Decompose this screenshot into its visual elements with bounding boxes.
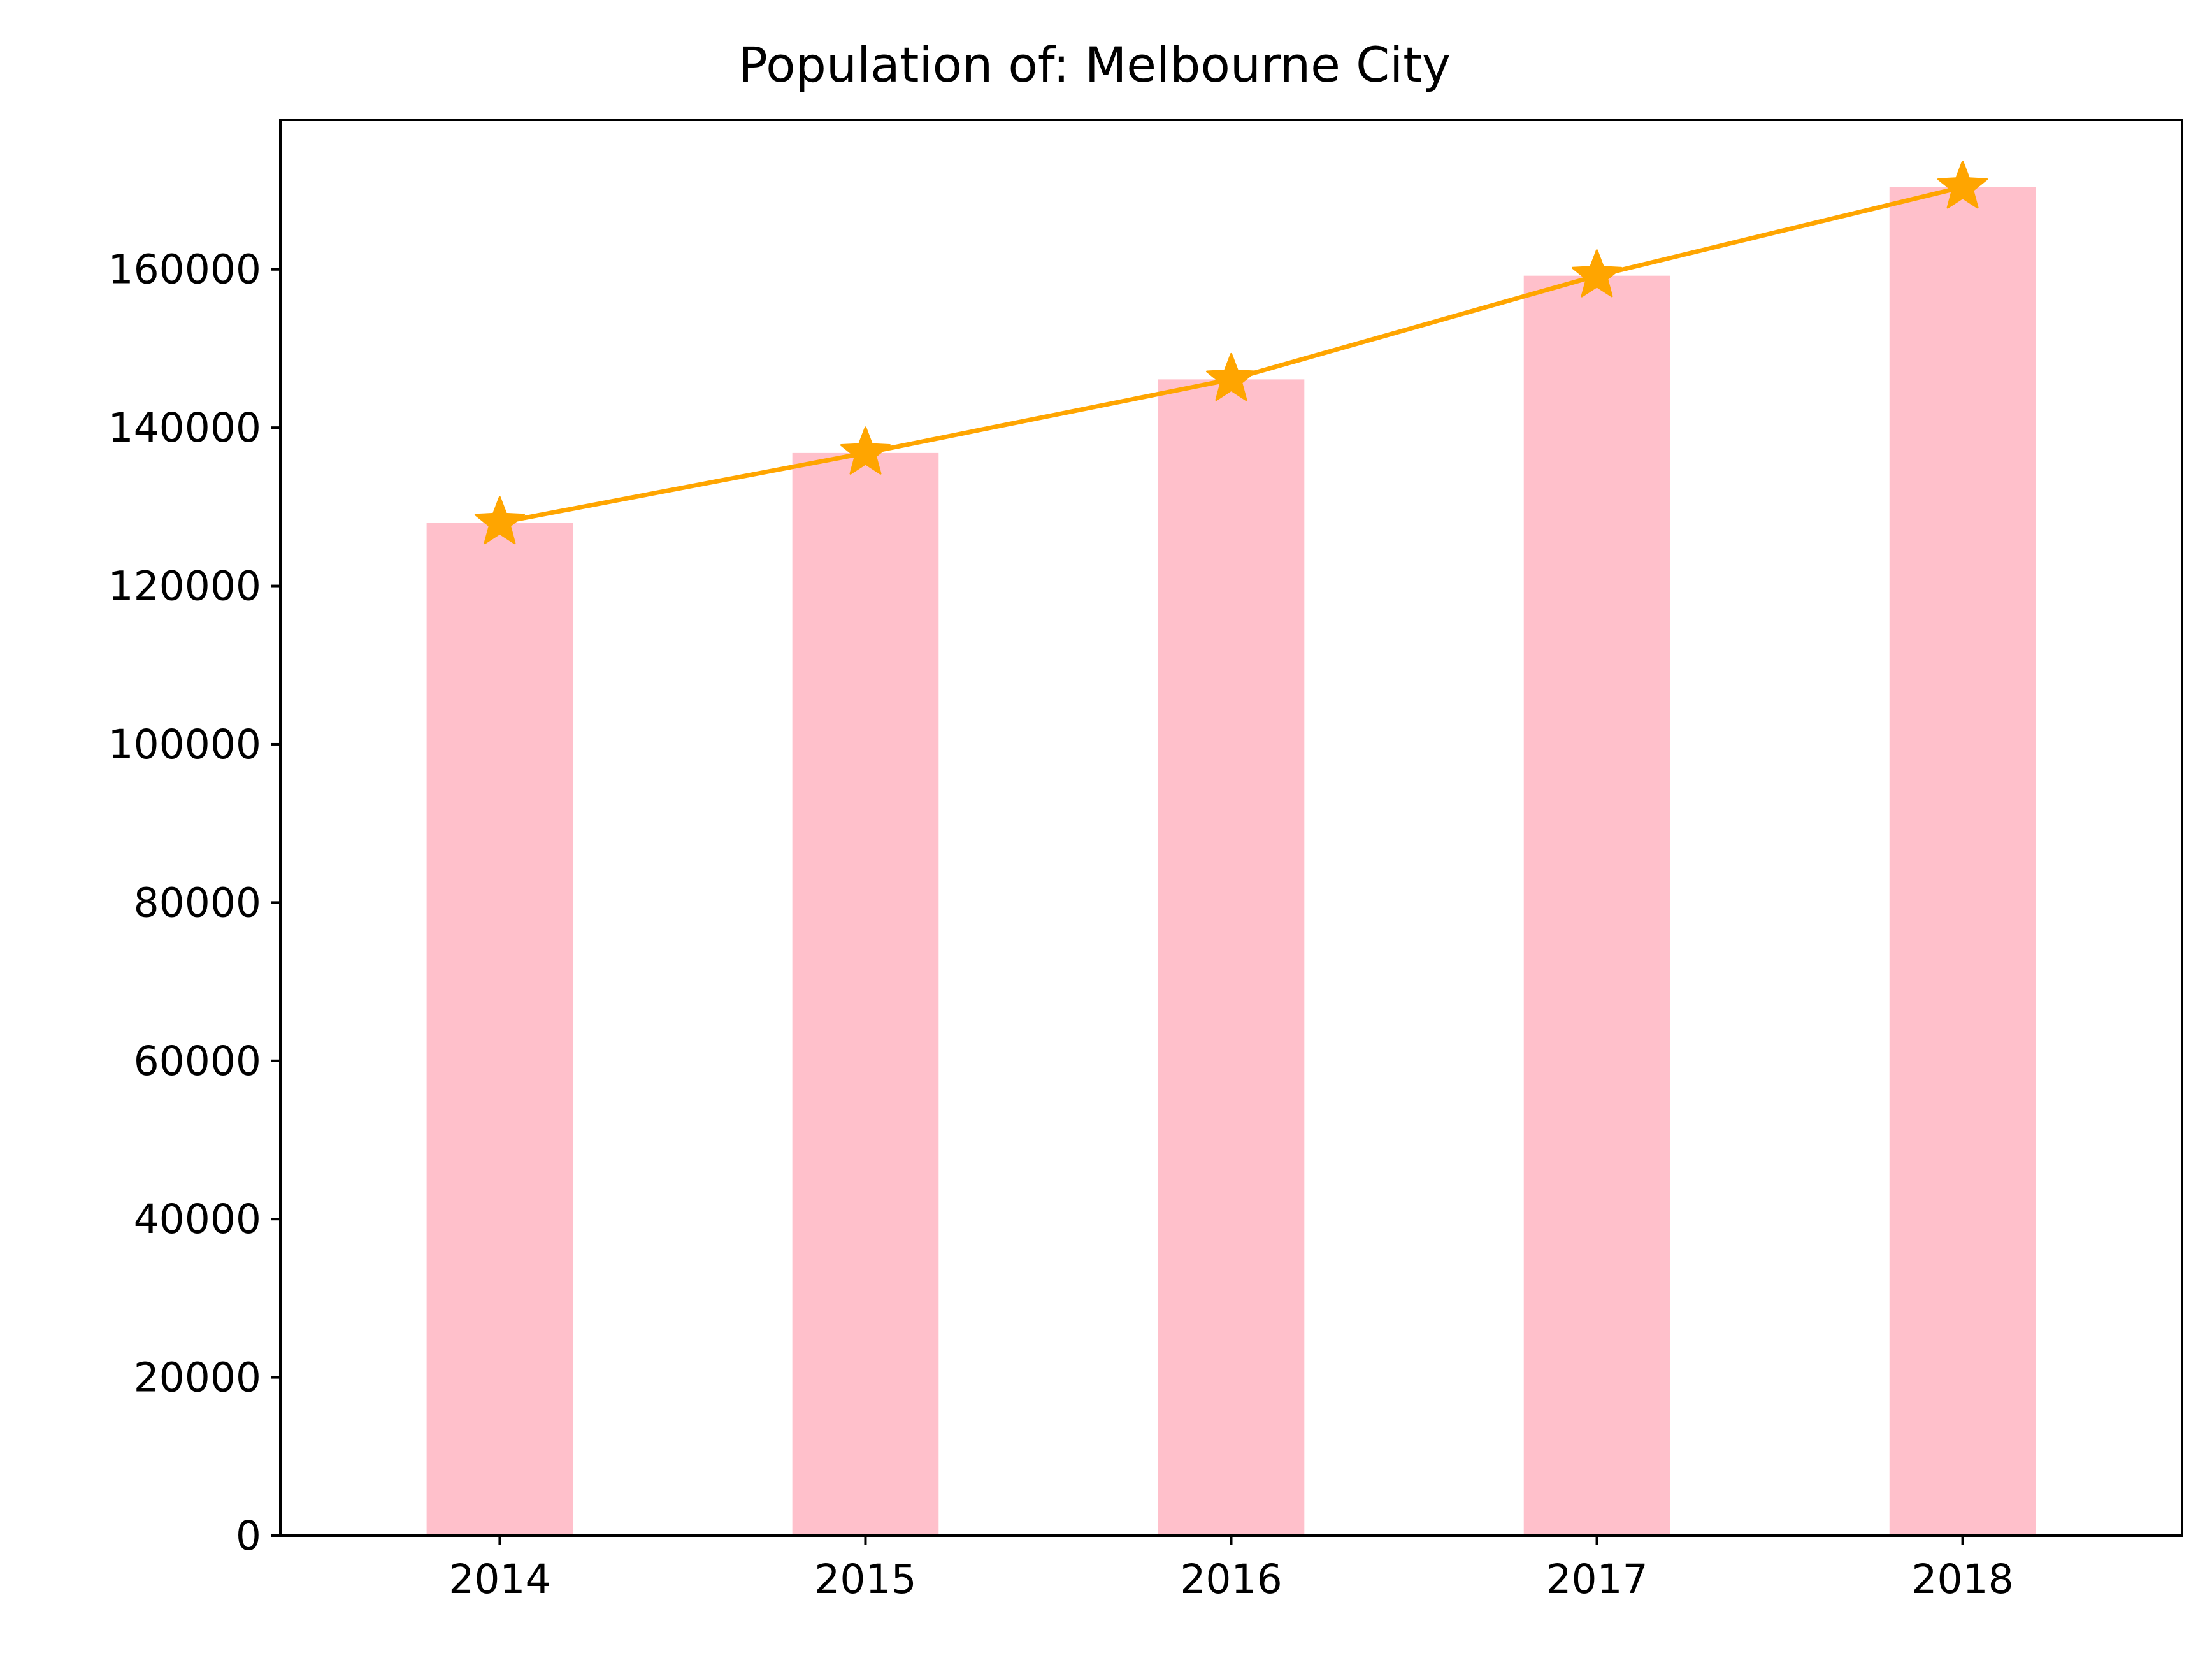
y-tick-label: 40000	[134, 1196, 261, 1243]
bar-2016	[1158, 379, 1305, 1536]
y-tick-label: 160000	[108, 247, 262, 293]
star-marker-2017	[1572, 249, 1623, 298]
star-marker-2015	[840, 426, 891, 475]
y-tick-label: 100000	[108, 721, 262, 768]
star-marker-2014	[474, 496, 525, 545]
y-tick-label: 120000	[108, 563, 262, 610]
y-tick-label: 20000	[134, 1355, 261, 1401]
y-tick-label: 140000	[108, 405, 262, 451]
y-axis: 0 20000 40000 60000 80000 100000 120000 140000 1…	[108, 247, 280, 1559]
y-tick-label: 0	[236, 1513, 261, 1559]
bar-2017	[1523, 275, 1670, 1536]
bar-2014	[426, 523, 573, 1536]
x-tick-label: 2014	[449, 1556, 550, 1603]
bar-2015	[792, 452, 939, 1536]
x-tick-label: 2018	[1911, 1556, 2013, 1603]
star-marker-2016	[1206, 352, 1256, 401]
axes-frame	[279, 119, 2183, 1537]
x-tick-label: 2017	[1546, 1556, 1648, 1603]
chart-title: Population of: Melbourne City	[738, 36, 1451, 93]
bar-2018	[1889, 187, 2036, 1536]
star-marker-2018	[1937, 161, 1988, 209]
x-tick-label: 2015	[814, 1556, 916, 1603]
x-axis: 2014 2015 2016 2017 2018	[449, 1536, 2014, 1603]
y-tick-label: 60000	[134, 1038, 261, 1085]
y-tick-label: 80000	[134, 879, 261, 926]
plot-area	[426, 161, 2036, 1536]
x-tick-label: 2016	[1180, 1556, 1282, 1603]
